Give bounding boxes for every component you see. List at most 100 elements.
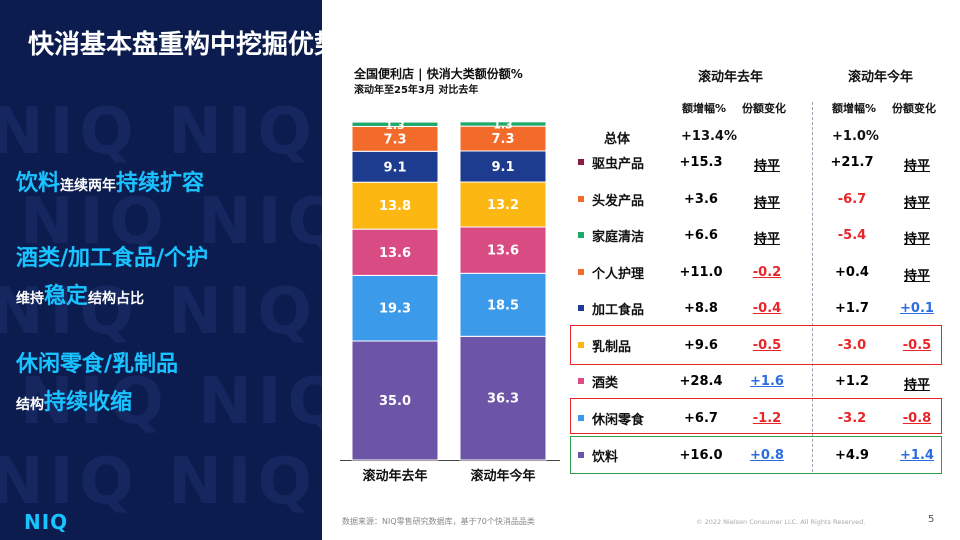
- cell-this-growth: +1.7: [835, 301, 869, 316]
- point-3-b: 结构: [16, 397, 44, 413]
- point-3-a: 休闲零食/乳制品: [16, 352, 179, 377]
- legend-swatch: [578, 159, 584, 165]
- data-label: 35.0: [379, 394, 411, 409]
- cell-this-share: 持平: [903, 196, 930, 211]
- bar-segment: [351, 228, 439, 276]
- data-label: 7.3: [491, 132, 514, 147]
- subheader-growth-last: 额增幅%: [682, 102, 727, 115]
- cell-this-share: +0.1: [900, 301, 934, 316]
- cell-this-growth: -6.7: [837, 192, 867, 207]
- cell-last-share: -0.4: [752, 301, 782, 316]
- cell-last-growth: +15.3: [679, 155, 723, 170]
- cell-this-share: +1.4: [900, 448, 934, 463]
- point-1-b: 连续两年: [60, 178, 117, 194]
- point-2: 酒类/加工食品/个护 维持稳定结构占比: [16, 240, 208, 310]
- chart-subtitle: 滚动年至25年3月 对比去年: [354, 85, 479, 96]
- cell-this-share: 持平: [903, 159, 930, 174]
- data-label: 13.6: [487, 244, 519, 259]
- bar-segment: [351, 274, 439, 342]
- cell-last-share: -0.5: [752, 338, 782, 353]
- legend-swatch: [578, 342, 584, 348]
- bar-segment: [459, 150, 547, 183]
- bar-segment: [459, 125, 547, 152]
- cell-last-growth: +8.8: [684, 301, 718, 316]
- cell-last-share: 持平: [753, 196, 780, 211]
- data-label: 36.3: [487, 392, 519, 407]
- legend-swatch: [578, 415, 584, 421]
- cell-last-growth: +28.4: [679, 374, 723, 389]
- table-row: 休闲零食: [578, 408, 644, 428]
- subheader-share-this: 份额变化: [892, 102, 936, 115]
- point-3: 休闲零食/乳制品 结构持续收缩: [16, 346, 178, 416]
- point-1-a: 饮料: [16, 171, 61, 196]
- total-growth-this: +1.0%: [832, 129, 879, 144]
- watermark: NIQ NIQ: [0, 275, 318, 349]
- row-label: 饮料: [592, 449, 619, 465]
- cell-last-share: +0.8: [750, 448, 784, 463]
- legend-swatch: [578, 378, 584, 384]
- total-label: 总体: [604, 132, 631, 147]
- cell-this-share: -0.8: [902, 411, 932, 426]
- period-header-this: 滚动年今年: [848, 70, 914, 85]
- total-growth-last: +13.4%: [681, 129, 737, 144]
- cell-this-growth: +21.7: [830, 155, 874, 170]
- cell-this-share: -0.5: [902, 338, 932, 353]
- row-label: 乳制品: [592, 339, 632, 355]
- cell-this-growth: +0.4: [835, 265, 869, 280]
- bar-segment: [351, 150, 439, 183]
- point-2-d: 结构占比: [88, 291, 145, 307]
- data-label: 13.6: [379, 246, 411, 261]
- highlight-box-dairy: [570, 325, 942, 365]
- bar-segment: [459, 181, 547, 228]
- bar-segment: [351, 119, 439, 122]
- data-label: 18.5: [487, 298, 519, 313]
- bar-segment: [459, 119, 547, 122]
- row-label: 个人护理: [592, 266, 645, 282]
- category-label: 滚动年今年: [470, 468, 535, 484]
- row-label: 家庭清洁: [592, 229, 645, 245]
- cell-last-growth: +9.6: [684, 338, 718, 353]
- legend-swatch: [578, 305, 584, 311]
- subheader-growth-this: 额增幅%: [832, 102, 877, 115]
- watermark: NIQ NIQ: [0, 445, 318, 519]
- bar-segment: [459, 272, 547, 337]
- cell-last-share: 持平: [753, 232, 780, 247]
- footer-copyright: © 2022 Nielsen Consumer LLC. All Rights …: [696, 518, 866, 526]
- page-title: 快消基本盘重构中挖掘优势品类: [28, 30, 393, 60]
- stacked-bar-chart: 35.019.313.613.89.17.31.3滚动年去年36.318.513…: [340, 118, 560, 484]
- table-row: 乳制品: [578, 335, 631, 355]
- data-label: 7.3: [383, 132, 406, 147]
- cell-this-share: 持平: [903, 269, 930, 284]
- data-label: 13.2: [487, 198, 519, 213]
- cell-last-growth: +11.0: [679, 265, 723, 280]
- legend-swatch: [578, 452, 584, 458]
- cell-last-growth: +3.6: [684, 192, 718, 207]
- legend-swatch: [578, 196, 584, 202]
- data-label: 9.1: [383, 160, 406, 175]
- watermark: NIQ NIQ: [20, 185, 322, 259]
- cell-this-growth: +4.9: [835, 448, 869, 463]
- row-label: 加工食品: [592, 302, 645, 318]
- table-row: 酒类: [578, 371, 618, 391]
- cell-last-growth: +6.7: [684, 411, 718, 426]
- point-1-c: 持续扩容: [116, 171, 205, 196]
- cell-this-share: 持平: [903, 232, 930, 247]
- point-3-c: 持续收缩: [44, 390, 133, 415]
- row-label: 驱虫产品: [592, 156, 645, 172]
- period-header-last: 滚动年去年: [698, 70, 764, 85]
- cell-this-growth: -5.4: [837, 228, 867, 243]
- legend-swatch: [578, 269, 584, 275]
- row-label: 酒类: [592, 375, 619, 391]
- row-label: 头发产品: [592, 193, 645, 209]
- table-row: 头发产品: [578, 189, 644, 209]
- period-divider: [812, 102, 813, 472]
- table-row: 家庭清洁: [578, 225, 644, 245]
- point-1: 饮料连续两年持续扩容: [16, 165, 204, 197]
- subheader-share-last: 份额变化: [742, 102, 786, 115]
- cell-last-share: 持平: [753, 159, 780, 174]
- highlight-box-snacks: [570, 398, 942, 434]
- data-label: 19.3: [379, 302, 411, 317]
- cell-last-share: +1.6: [750, 374, 784, 389]
- bar-segment: [351, 125, 439, 152]
- cell-this-growth: +1.2: [835, 374, 869, 389]
